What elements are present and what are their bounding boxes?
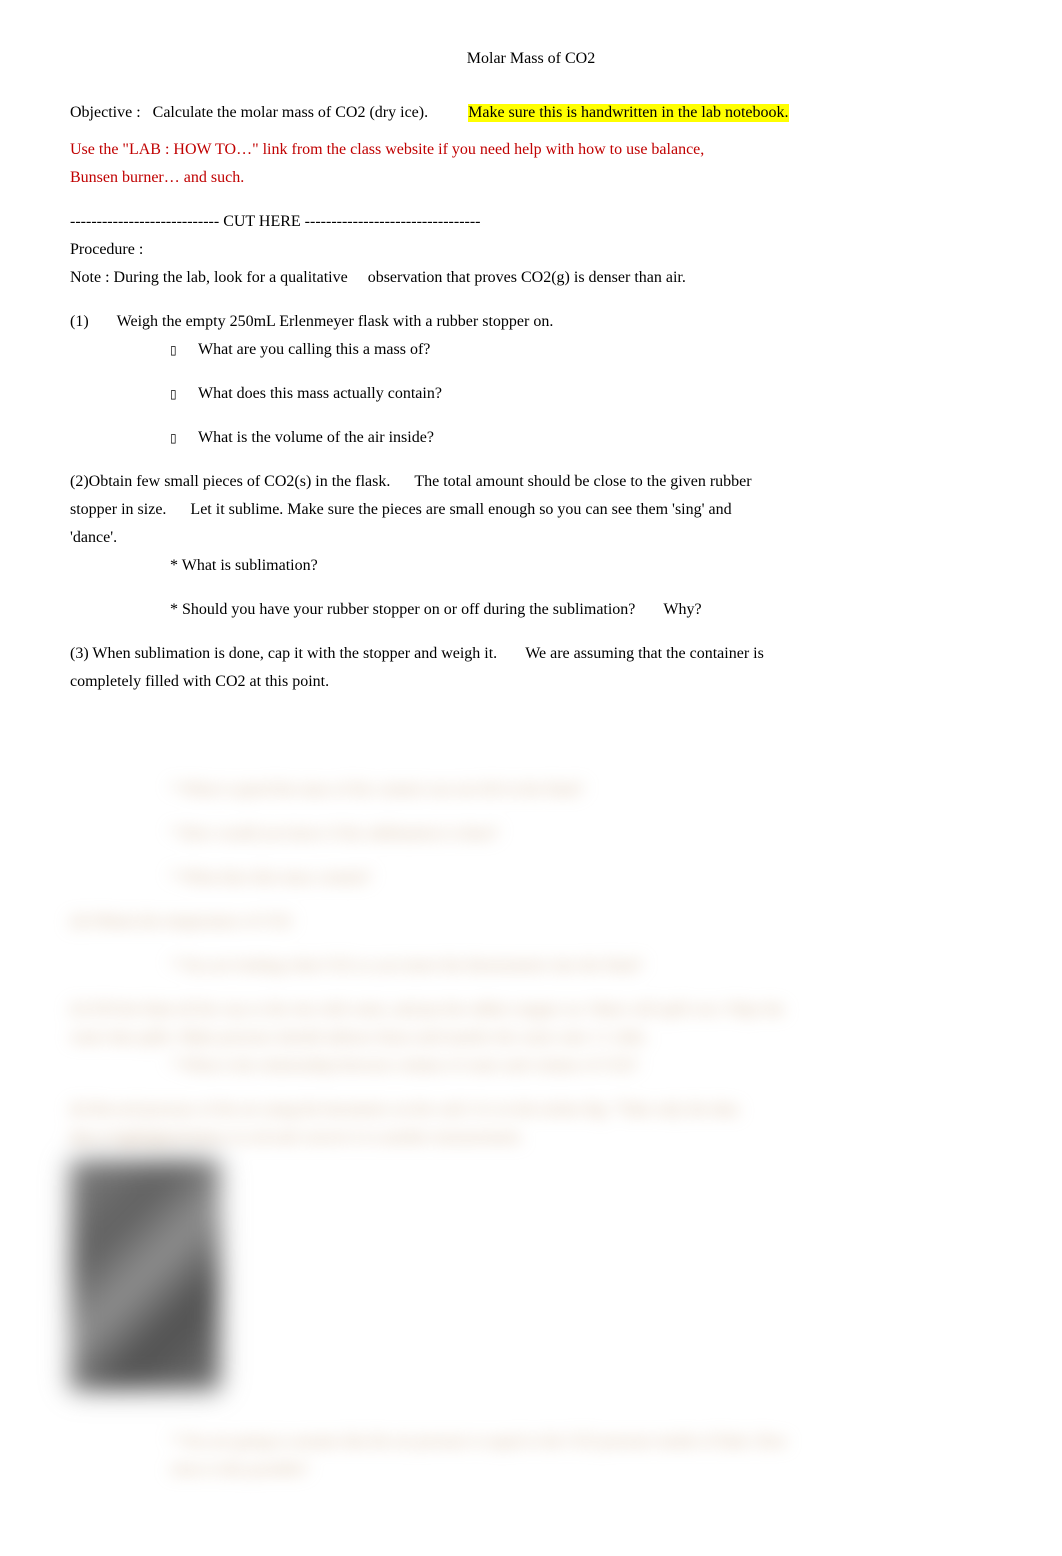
blur-line: (5) Fill the flask all the way to the ri… [70,998,992,1022]
blur-line: (6) Record pressure of the air using the… [70,1098,992,1122]
red-note-line2: Bunsen burner… and such. [70,166,992,190]
blur-line: water that spills. Make pressure should … [70,1026,992,1050]
blur-line: * What is speed the mass of the content … [70,778,992,802]
step1-bullet-1: ▯ What are you calling this a mass of? [70,338,992,362]
blur-line: that is highlighted below in red and con… [70,1126,992,1150]
objective-label-text: Objective : Calculate the molar mass of … [70,104,428,122]
red-note-line1: Use the "LAB : HOW TO…" link from the cl… [70,138,992,162]
step3-line1: (3) When sublimation is done, cap it wit… [70,642,992,666]
page-title: Molar Mass of CO2 [70,50,992,68]
step2-q2: * Should you have your rubber stopper on… [70,598,992,622]
blur-footer: * You are going to assume that the air p… [70,1430,992,1454]
bullet-icon: ▯ [170,385,190,403]
blur-line: * You are looking what CO2 so you insert… [70,954,992,978]
bullet-icon: ▯ [170,429,190,447]
note-line: Note : During the lab, look for a qualit… [70,266,992,290]
objective-row: Objective : Calculate the molar mass of … [70,104,992,122]
bullet-icon: ▯ [170,341,190,359]
procedure-label: Procedure : [70,238,992,262]
blurred-content: * What is speed the mass of the content … [70,778,992,1482]
title-text: Molar Mass of CO2 [467,50,595,67]
blur-line: (4) Obtain the temperature of CO2 [70,910,992,934]
step1-bullet-2: ▯ What does this mass actually contain? [70,382,992,406]
step1-header: (1) Weigh the empty 250mL Erlenmeyer fla… [70,310,992,334]
blur-line: * What is the relationship between volum… [70,1054,992,1078]
objective-highlight: Make sure this is handwritten in the lab… [468,104,788,122]
blur-footer2: close is this possible? [70,1458,992,1482]
blur-line: * What does this mass contain? [70,866,992,890]
step2-line1: (2)Obtain few small pieces of CO2(s) in … [70,470,992,494]
step1-bullet-3: ▯ What is the volume of the air inside? [70,426,992,450]
step3-line2: completely filled with CO2 at this point… [70,670,992,694]
step2-line2: stopper in size. Let it sublime. Make su… [70,498,992,522]
blur-line: * How would you know if the sublimation … [70,822,992,846]
barometer-image [70,1160,220,1390]
step2-line3: 'dance'. [70,526,992,550]
step2-q1: * What is sublimation? [70,554,992,578]
cut-line: ---------------------------- CUT HERE --… [70,210,992,234]
